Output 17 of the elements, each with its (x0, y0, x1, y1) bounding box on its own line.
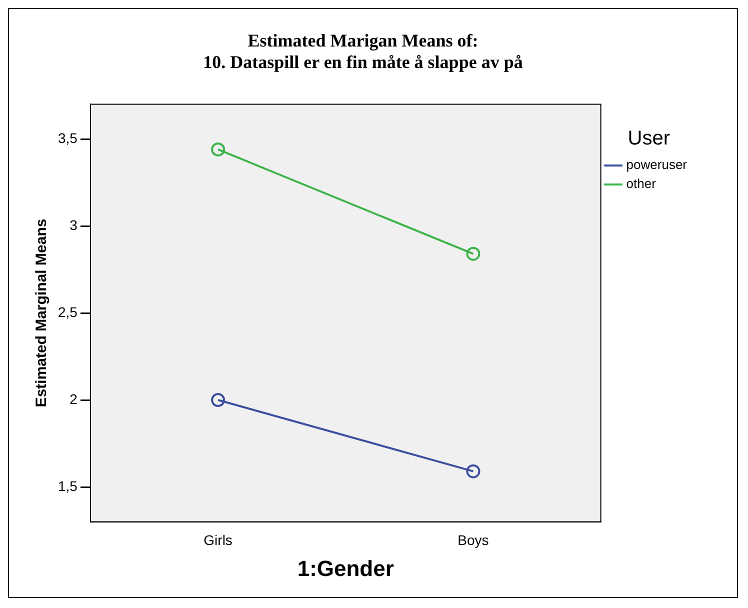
point (466, 246, 480, 261)
point (211, 142, 226, 156)
point (466, 464, 480, 478)
legend-title: User (628, 128, 670, 150)
y-tick-label: 3 (70, 216, 78, 233)
y-axis-title: Estimated Marginal Means (33, 218, 50, 408)
x-axis-title: 1:Gender (297, 556, 394, 581)
x-tick-label: Boys (458, 532, 489, 548)
legend-label: other (626, 176, 657, 192)
y-tick-label: 1,5 (58, 478, 78, 494)
point (211, 393, 226, 407)
legend-label: poweruser (626, 157, 688, 172)
y-tick-label: 3,5 (58, 130, 78, 146)
y-tick-label: 2 (70, 390, 78, 407)
y-tick-label: 2,5 (58, 304, 78, 320)
x-tick-label: Girls (204, 532, 232, 548)
chart-title: Estimated Marigan Means of: 10. Dataspill er en fin måte å slappe av på (203, 30, 523, 72)
